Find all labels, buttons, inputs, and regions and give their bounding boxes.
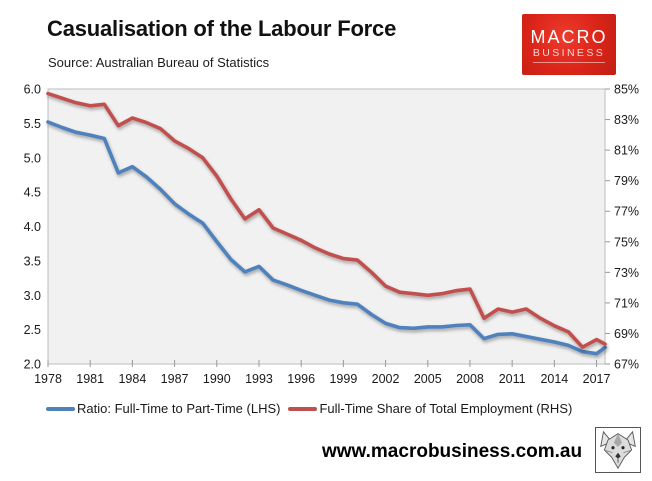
legend-label: Full-Time Share of Total Employment (RHS… bbox=[319, 401, 573, 416]
right-axis-tick-label: 85% bbox=[614, 83, 639, 97]
right-axis-tick-label: 79% bbox=[614, 174, 639, 188]
x-axis-tick-label: 1981 bbox=[76, 372, 104, 386]
right-axis-tick-label: 69% bbox=[614, 327, 639, 341]
right-axis-tick-label: 71% bbox=[614, 296, 639, 310]
source-note: Source: Australian Bureau of Statistics bbox=[48, 55, 270, 70]
legend-line-swatch bbox=[46, 406, 75, 411]
left-axis-tick-label: 3.0 bbox=[24, 289, 41, 303]
legend-item-1: Full-Time Share of Total Employment (RHS… bbox=[288, 401, 572, 416]
left-axis-tick-label: 6.0 bbox=[24, 83, 41, 97]
chart-legend: Ratio: Full-Time to Part-Time (LHS) Full-… bbox=[46, 401, 606, 416]
legend-item-0: Ratio: Full-Time to Part-Time (LHS) bbox=[46, 401, 280, 416]
x-axis-tick-label: 2005 bbox=[414, 372, 442, 386]
website-url: www.macrobusiness.com.au bbox=[322, 441, 583, 462]
wolf-logo bbox=[595, 427, 641, 473]
x-axis-tick-label: 2014 bbox=[540, 372, 568, 386]
wolf-icon bbox=[600, 430, 636, 470]
plot-border bbox=[47, 88, 606, 365]
x-axis-tick-label: 2011 bbox=[499, 372, 526, 386]
left-axis-tick-label: 4.5 bbox=[24, 186, 41, 200]
left-axis-tick-label: 2.5 bbox=[24, 323, 41, 337]
logo-text-macro: MACRO bbox=[530, 26, 608, 47]
x-axis-tick-label: 1987 bbox=[161, 372, 189, 386]
x-axis-tick-label: 1999 bbox=[329, 372, 357, 386]
left-axis-tick-label: 2.0 bbox=[24, 358, 41, 372]
series-line-ratio bbox=[46, 120, 607, 356]
chart-title: Casualisation of the Labour Force bbox=[47, 16, 397, 41]
x-axis-tick-label: 2008 bbox=[456, 372, 484, 386]
x-axis-tick-label: 1990 bbox=[203, 372, 231, 386]
right-axis-tick-label: 77% bbox=[614, 205, 639, 219]
macrobusiness-logo: MACRO BUSINESS bbox=[522, 14, 616, 75]
left-axis-tick-label: 4.0 bbox=[24, 220, 41, 234]
series-line-ft-share bbox=[46, 91, 607, 350]
legend-label: Ratio: Full-Time to Part-Time (LHS) bbox=[77, 401, 281, 416]
x-axis-tick-label: 1996 bbox=[287, 372, 315, 386]
legend-line-swatch bbox=[288, 406, 318, 411]
x-axis-tick-label: 2002 bbox=[372, 372, 400, 386]
x-axis-tick-label: 1978 bbox=[34, 372, 62, 386]
logo-text-business: BUSINESS bbox=[532, 47, 606, 63]
right-axis-tick-label: 83% bbox=[614, 113, 639, 127]
left-axis-tick-label: 5.5 bbox=[24, 117, 41, 131]
left-axis-tick-label: 5.0 bbox=[24, 151, 41, 165]
right-axis-tick-label: 73% bbox=[614, 266, 639, 280]
x-axis-tick-label: 1984 bbox=[118, 372, 146, 386]
right-axis-tick-label: 67% bbox=[614, 358, 639, 372]
right-axis-tick-label: 81% bbox=[614, 144, 639, 158]
plot-area bbox=[48, 89, 605, 364]
x-axis-tick-label: 2017 bbox=[583, 372, 611, 386]
x-axis-tick-label: 1993 bbox=[245, 372, 273, 386]
right-axis-tick-label: 75% bbox=[614, 235, 639, 249]
left-axis-tick-label: 3.5 bbox=[24, 254, 41, 268]
